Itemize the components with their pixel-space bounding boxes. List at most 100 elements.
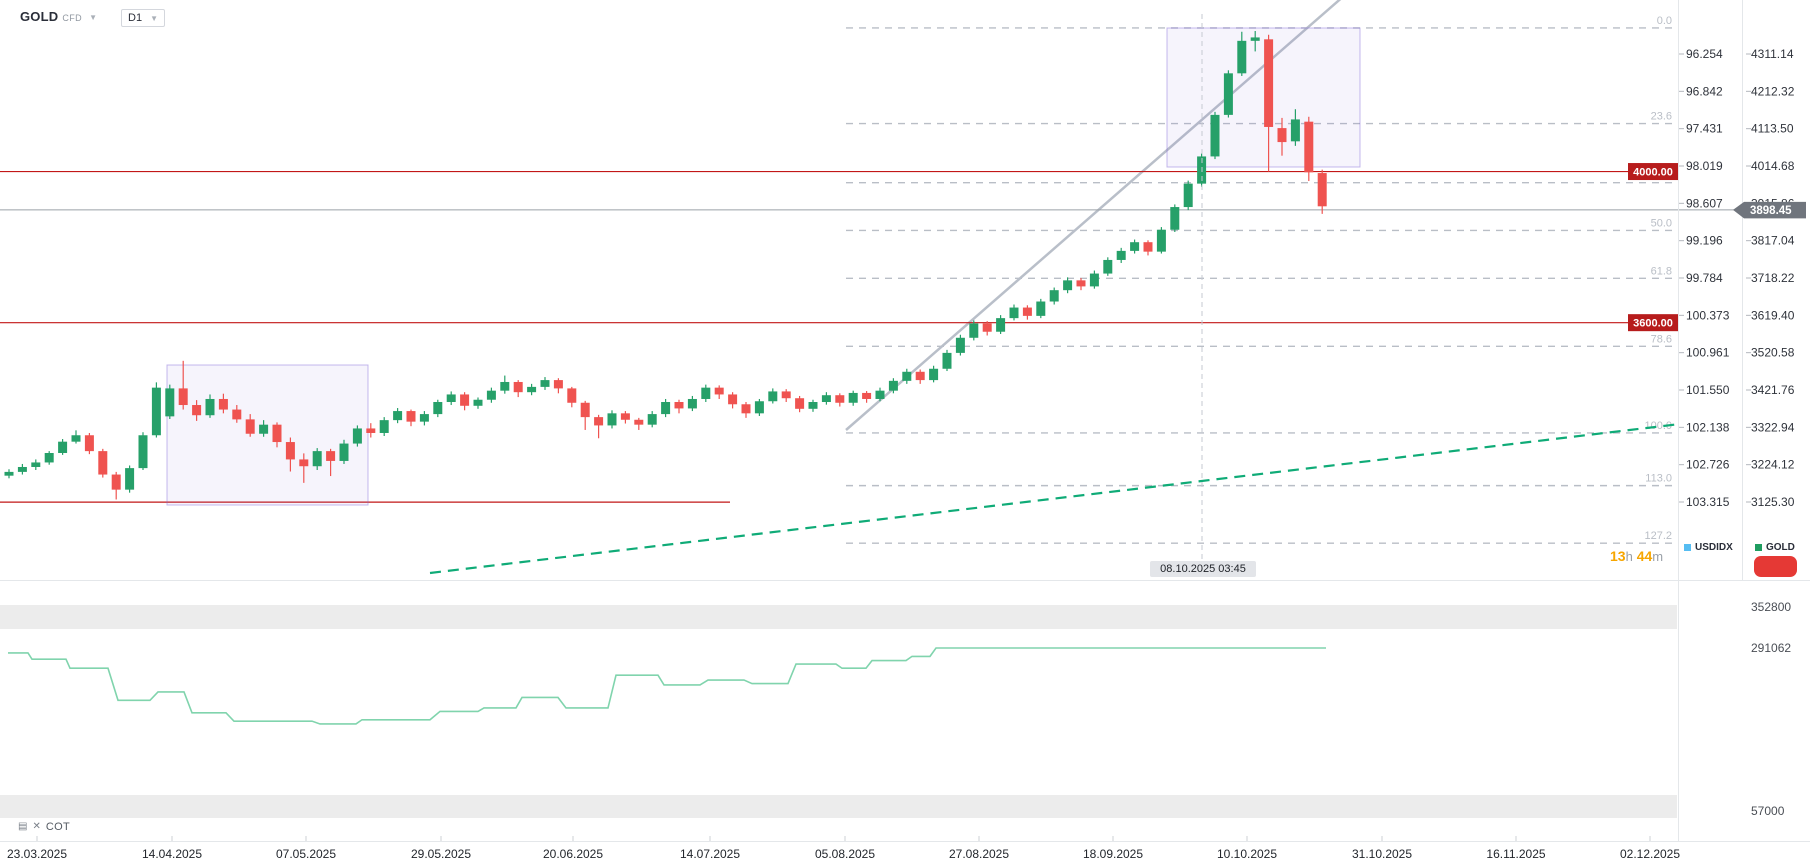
fib-level-label: 127.2	[1644, 530, 1672, 542]
date-label: 29.05.2025	[411, 847, 471, 861]
legend-item-gold[interactable]: GOLD	[1755, 542, 1795, 553]
date-label: 27.08.2025	[949, 847, 1009, 861]
candle-body	[1049, 290, 1059, 302]
gold-axis-label: 3718.22	[1751, 271, 1795, 285]
candle-body	[687, 398, 697, 409]
candle-body	[1089, 273, 1099, 287]
usdidx-axis-label: 96.254	[1686, 47, 1723, 61]
candle-body	[245, 419, 255, 434]
gray-trendline[interactable]	[845, 0, 1345, 431]
candle-body	[98, 451, 108, 475]
candle-body	[138, 435, 148, 469]
highlight-box-drawing[interactable]	[1166, 27, 1361, 168]
candle-body	[1237, 40, 1247, 74]
candle-body	[929, 368, 939, 381]
candle-body	[1063, 280, 1073, 291]
cot-axis-label: 57000	[1751, 804, 1785, 818]
candle-body	[473, 399, 483, 406]
usdidx-axis-label: 101.550	[1686, 383, 1730, 397]
candle-body	[795, 398, 805, 409]
legend-label: GOLD	[1766, 542, 1795, 553]
cot-line-series	[8, 647, 1326, 725]
candle-body	[17, 466, 27, 472]
candle-body	[821, 395, 831, 403]
usdidx-axis-label: 96.842	[1686, 84, 1723, 98]
indicator-close-icon[interactable]: ✕	[32, 821, 41, 832]
candle-body	[902, 371, 912, 381]
candle-body	[1183, 183, 1193, 208]
fib-level-label: 0.0	[1657, 15, 1672, 27]
date-label: 16.11.2025	[1486, 847, 1545, 861]
gold-axis-label: 3817.04	[1751, 234, 1795, 248]
alert-badge-label: 3600.00	[1633, 318, 1673, 330]
date-label: 02.12.2025	[1620, 847, 1680, 861]
indicator-settings-icon[interactable]: ▤	[18, 821, 28, 832]
candle-body	[58, 441, 68, 454]
candle-body	[982, 323, 992, 332]
fib-level-label: 100.0	[1644, 420, 1672, 432]
usdidx-axis-label: 99.196	[1686, 234, 1723, 248]
candle-body	[607, 413, 617, 426]
candle-body	[634, 419, 644, 425]
candle-body	[754, 401, 764, 414]
alert-price-badge[interactable]	[1628, 314, 1678, 332]
green-dashed-trendline[interactable]	[429, 422, 1681, 575]
legend-label: USDIDX	[1695, 542, 1733, 553]
candle-body	[969, 323, 979, 338]
candle-body	[339, 443, 349, 461]
candle-close-countdown: 13h 44m	[1610, 548, 1664, 564]
alert-badge-label: 4000.00	[1633, 167, 1673, 179]
candle-body	[1223, 73, 1233, 115]
candle-body	[192, 405, 202, 416]
candle-body	[540, 380, 550, 387]
candle-body	[915, 371, 925, 381]
candle-body	[433, 402, 443, 415]
candle-body	[460, 394, 470, 406]
gold-axis-label: 4212.32	[1751, 84, 1795, 98]
candle-body	[218, 398, 228, 410]
candle-body	[299, 459, 309, 467]
usdidx-axis-label: 103.315	[1686, 495, 1730, 509]
usdidx-axis-label: 98.019	[1686, 159, 1723, 173]
candle-body	[31, 462, 41, 467]
candle-body	[741, 404, 751, 414]
cot-axis-label: 291062	[1751, 641, 1791, 655]
chevron-down-icon[interactable]: ▼	[89, 12, 97, 22]
alert-price-badge[interactable]	[1628, 163, 1678, 181]
candle-body	[1130, 242, 1140, 251]
candle-body	[1264, 39, 1274, 127]
legend-item-usdidx[interactable]: USDIDX	[1684, 542, 1733, 553]
fib-level-label: 113.0	[1645, 473, 1672, 485]
gold-axis-label: 4014.68	[1751, 159, 1795, 173]
candle-body	[406, 411, 416, 422]
current-price-badge[interactable]	[1733, 201, 1806, 219]
usdidx-axis-label: 97.431	[1686, 122, 1723, 136]
candle-body	[862, 392, 872, 399]
symbol-header[interactable]: GOLD CFD ▼	[20, 9, 97, 24]
candle-body	[125, 468, 135, 490]
candle-body	[111, 474, 121, 490]
candle-body	[1156, 229, 1166, 252]
candle-body	[1143, 242, 1153, 252]
candle-body	[1304, 121, 1314, 173]
candle-body	[1022, 307, 1032, 316]
gold-series-swatch	[1755, 544, 1762, 551]
candle-body	[259, 424, 269, 434]
candle-body	[379, 420, 389, 433]
timeframe-select[interactable]: D1 ▼	[121, 9, 165, 27]
candle-body	[594, 417, 604, 426]
gold-axis-label: 3322.94	[1751, 420, 1795, 434]
red-price-button[interactable]	[1754, 556, 1797, 577]
candle-body	[620, 413, 630, 420]
candle-body	[352, 428, 362, 444]
candle-body	[714, 387, 724, 395]
candle-body	[1116, 250, 1126, 260]
candle-body	[527, 386, 537, 393]
date-label: 18.09.2025	[1083, 847, 1143, 861]
date-label: 14.04.2025	[142, 847, 202, 861]
candle-body	[393, 411, 403, 421]
timeframe-value: D1	[128, 12, 143, 24]
highlight-box-drawing[interactable]	[166, 364, 369, 506]
candle-body	[1036, 301, 1046, 316]
